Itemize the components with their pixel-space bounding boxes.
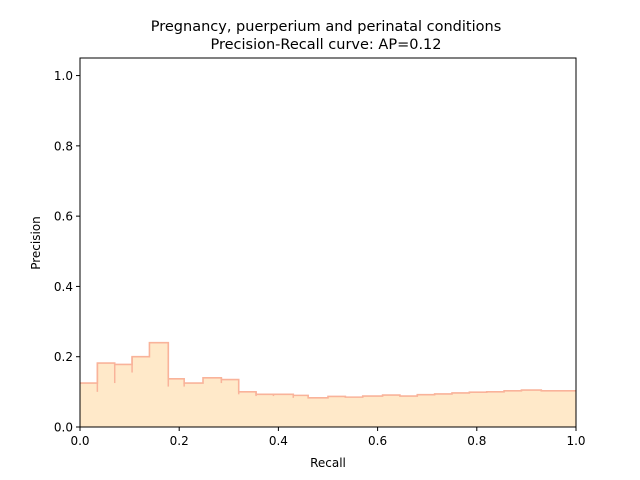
x-tick-label: 0.4 bbox=[269, 434, 288, 448]
pr-area-fill bbox=[80, 342, 576, 427]
chart-title-line2: Precision-Recall curve: AP=0.12 bbox=[210, 37, 441, 53]
x-tick-label: 0.0 bbox=[70, 434, 89, 448]
x-tick-label: 1.0 bbox=[566, 434, 585, 448]
y-tick-label: 0.4 bbox=[54, 280, 73, 294]
y-axis-label: Precision bbox=[29, 216, 43, 270]
y-axis: 0.0 0.2 0.4 0.6 0.8 1.0 bbox=[54, 69, 80, 435]
x-axis: 0.0 0.2 0.4 0.6 0.8 1.0 bbox=[70, 427, 586, 448]
x-tick-label: 0.2 bbox=[170, 434, 189, 448]
pr-step-line bbox=[80, 341, 576, 399]
y-tick-label: 1.0 bbox=[54, 69, 73, 83]
axes-frame bbox=[79, 57, 577, 428]
x-tick-label: 0.6 bbox=[368, 434, 387, 448]
y-tick-label: 0.0 bbox=[54, 421, 73, 435]
x-axis-label: Recall bbox=[310, 456, 346, 470]
plot-area bbox=[80, 341, 576, 427]
y-tick-label: 0.2 bbox=[54, 350, 73, 364]
y-tick-label: 0.6 bbox=[54, 210, 73, 224]
y-tick-label: 0.8 bbox=[54, 139, 73, 153]
x-tick-label: 0.8 bbox=[467, 434, 486, 448]
chart-title-line1: Pregnancy, puerperium and perinatal cond… bbox=[151, 19, 502, 35]
